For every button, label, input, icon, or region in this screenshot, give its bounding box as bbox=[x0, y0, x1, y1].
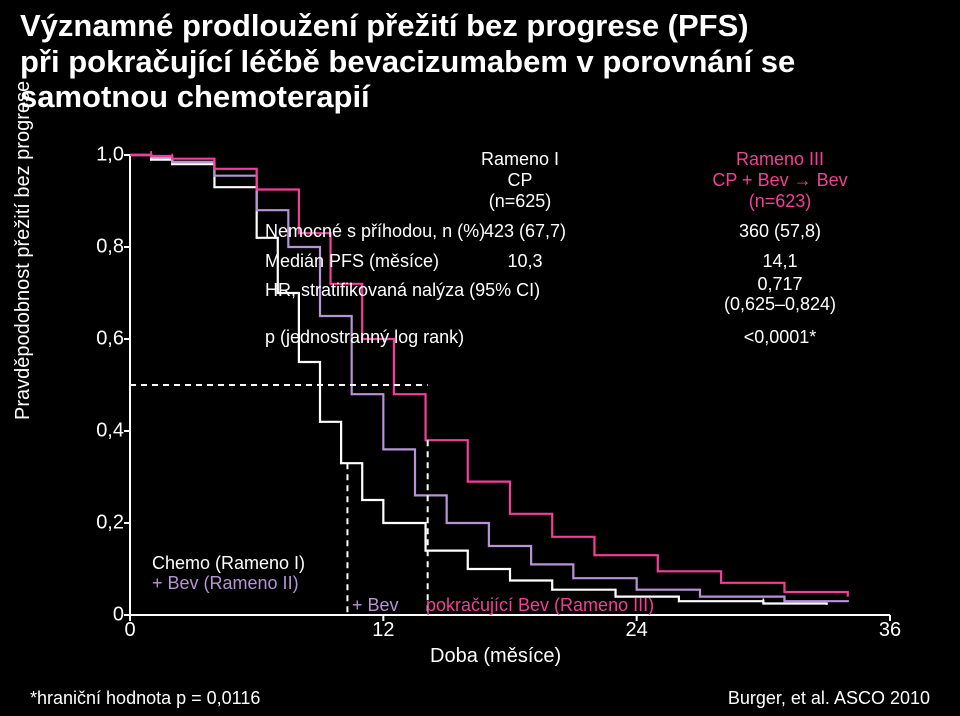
curves-group bbox=[130, 151, 848, 605]
x-tick-label: 24 bbox=[626, 619, 648, 642]
title-line3: samotnou chemoterapií bbox=[20, 79, 370, 114]
footnote-left: *hraniční hodnota p = 0,0116 bbox=[30, 688, 260, 709]
y-tick-label: 0 bbox=[113, 604, 124, 627]
curve-legend-arm1: Chemo (Rameno I) bbox=[152, 553, 305, 575]
row3-c2: 0,717 (0,625–0,824) bbox=[705, 275, 855, 315]
x-tick-label: 12 bbox=[372, 619, 394, 642]
plot-region: Rameno I CP (n=625) Rameno III CP + Bev … bbox=[130, 155, 890, 615]
slide-title: Významné prodloužení přežití bez progres… bbox=[20, 8, 940, 115]
row3-c2-l1: 0,717 bbox=[757, 274, 802, 294]
legend-header-col2: Rameno III CP + Bev → Bev (n=623) bbox=[690, 149, 870, 212]
x-tick-label: 36 bbox=[879, 619, 901, 642]
row1-c1: 423 (67,7) bbox=[475, 221, 575, 242]
legend-c2-l1: Rameno III bbox=[736, 149, 824, 169]
row4-label: p (jednostranný log rank) bbox=[265, 327, 464, 348]
y-tick-label: 0,4 bbox=[96, 420, 124, 443]
curve-legend-arm3: pokračující Bev (Rameno III) bbox=[426, 595, 654, 617]
y-axis-label: Pravděpodobnost přežití bez progrese bbox=[12, 81, 35, 420]
curve-legend-arm2b: + Bev bbox=[352, 595, 399, 617]
row1-label: Nemocné s příhodou, n (%) bbox=[265, 221, 485, 242]
legend-c1-l1: Rameno I bbox=[481, 149, 559, 169]
legend-c1-l2: CP bbox=[507, 170, 532, 190]
legend-c2-l3: (n=623) bbox=[749, 191, 812, 211]
row1-c2: 360 (57,8) bbox=[705, 221, 855, 242]
legend-c2-l2: CP + Bev → Bev bbox=[712, 170, 847, 190]
row2-c2: 14,1 bbox=[705, 251, 855, 272]
chart-area: Rameno I CP (n=625) Rameno III CP + Bev … bbox=[60, 155, 920, 655]
footnote-right: Burger, et al. ASCO 2010 bbox=[728, 688, 930, 709]
y-tick-label: 0,6 bbox=[96, 328, 124, 351]
row3-c2-l2: (0,625–0,824) bbox=[724, 294, 836, 314]
legend-c1-l3: (n=625) bbox=[489, 191, 552, 211]
title-line2: při pokračující léčbě bevacizumabem v po… bbox=[20, 44, 795, 79]
row2-c1: 10,3 bbox=[475, 251, 575, 272]
y-tick-label: 1,0 bbox=[96, 144, 124, 167]
title-line1: Významné prodloužení přežití bez progres… bbox=[20, 8, 749, 43]
curve-legend-arm2a: + Bev (Rameno II) bbox=[152, 573, 299, 595]
x-axis-label: Doba (měsíce) bbox=[430, 645, 561, 668]
row3-label: HR, stratifikovaná nalýza (95% CI) bbox=[265, 281, 465, 301]
legend-header-col1: Rameno I CP (n=625) bbox=[465, 149, 575, 212]
slide-root: Významné prodloužení přežití bez progres… bbox=[0, 0, 960, 716]
row2-label: Medián PFS (měsíce) bbox=[265, 251, 439, 272]
row4-c2: <0,0001* bbox=[705, 327, 855, 348]
y-tick-label: 0,2 bbox=[96, 512, 124, 535]
x-tick-label: 0 bbox=[124, 619, 135, 642]
y-tick-label: 0,8 bbox=[96, 236, 124, 259]
